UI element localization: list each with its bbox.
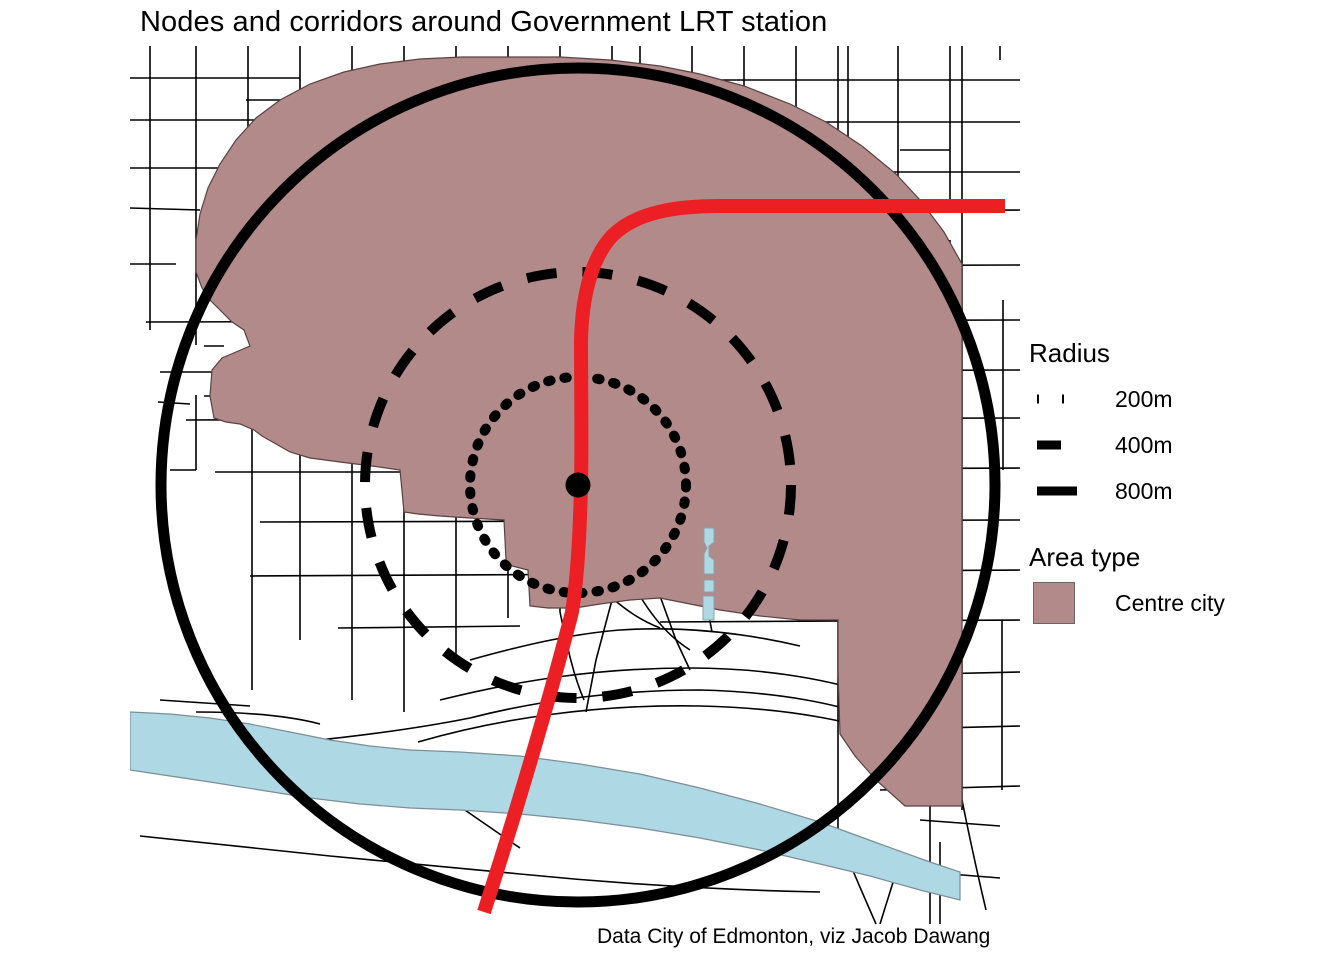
river-water	[130, 711, 961, 901]
legend-key-centre-city	[1029, 580, 1101, 626]
legend-item-800m[interactable]: 800m	[1029, 468, 1329, 514]
legend-label-400m: 400m	[1115, 431, 1173, 458]
radius-ring-800m[interactable]	[155, 62, 1001, 908]
legend-item-centre-city[interactable]: Centre city	[1029, 580, 1329, 626]
legend-label-centre-city: Centre city	[1115, 589, 1225, 616]
centre-city-swatch	[1033, 582, 1075, 624]
water-feature-pond	[702, 527, 715, 621]
dashed-line-icon	[1037, 440, 1061, 450]
legend-key-800m	[1029, 468, 1101, 514]
legend-title-area-type: Area type	[1029, 542, 1141, 572]
solid-line-icon	[1037, 486, 1077, 496]
radius-ring-400m[interactable]	[360, 267, 796, 703]
figure-caption: Data City of Edmonton, viz Jacob Dawang	[597, 925, 991, 948]
station-node-dot[interactable]	[565, 472, 591, 498]
legend-label-800m: 800m	[1115, 477, 1173, 504]
legend-key-400m	[1029, 422, 1101, 468]
legend-item-200m[interactable]: 200m	[1029, 376, 1329, 422]
page-title: Nodes and corridors around Government LR…	[140, 6, 828, 38]
legend: Radius 200m 400m 800m	[1029, 336, 1329, 626]
dotted-line-icon	[1037, 394, 1079, 404]
lrt-corridor-line[interactable]	[477, 199, 1005, 915]
legend-key-200m	[1029, 376, 1101, 422]
legend-item-400m[interactable]: 400m	[1029, 422, 1329, 468]
legend-title-radius: Radius	[1029, 338, 1110, 368]
legend-label-200m: 200m	[1115, 385, 1173, 412]
